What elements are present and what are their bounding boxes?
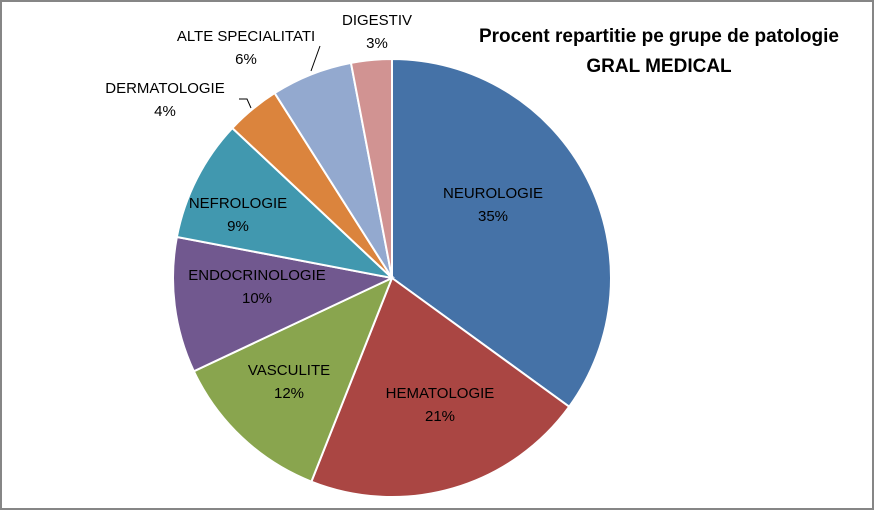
data-label: NEFROLOGIE 9% (189, 195, 287, 235)
chart-title-line2: GRAL MEDICAL (586, 56, 732, 77)
data-label: ENDOCRINOLOGIE 10% (188, 267, 326, 307)
data-label-category: ENDOCRINOLOGIE (188, 267, 326, 284)
data-label-percent: 10% (242, 290, 272, 307)
data-label-category: NEFROLOGIE (189, 195, 287, 212)
data-label-category: HEMATOLOGIE (386, 385, 495, 402)
data-label-category: VASCULITE (248, 362, 330, 379)
pie-slice-digestiv (349, 57, 393, 279)
data-label-category: ALTE SPECIALITATI (177, 28, 315, 45)
leader-line (239, 98, 252, 109)
data-label-percent: 12% (274, 385, 304, 402)
data-label: VASCULITE 12% (248, 362, 330, 402)
data-label: HEMATOLOGIE 21% (386, 385, 495, 425)
data-label-percent: 3% (366, 35, 388, 52)
data-label: NEUROLOGIE 35% (443, 185, 543, 225)
data-label-category: DIGESTIV (342, 12, 412, 29)
pie-slice-vasculite (192, 276, 394, 483)
data-label: DERMATOLOGIE 4% (105, 80, 224, 120)
data-label: DIGESTIV 3% (342, 12, 412, 52)
leader-line (310, 45, 321, 72)
chart-title-line1: Procent repartitie pe grupe de patologie (478, 26, 839, 47)
pie-slice-hematologie (310, 276, 571, 498)
pie-slice-neurologie (391, 57, 612, 409)
data-label-percent: 4% (154, 103, 176, 120)
data-label-category: DERMATOLOGIE (105, 80, 224, 97)
pie-slice-nefrologie (175, 126, 396, 280)
data-label-percent: 21% (425, 408, 455, 425)
data-label-category: NEUROLOGIE (443, 185, 543, 202)
data-label: ALTE SPECIALITATI 6% (177, 28, 315, 68)
data-label-percent: 35% (478, 208, 508, 225)
data-label-percent: 9% (227, 218, 249, 235)
data-label-percent: 6% (235, 51, 257, 68)
pie-slice-endocrinologie (172, 235, 396, 373)
